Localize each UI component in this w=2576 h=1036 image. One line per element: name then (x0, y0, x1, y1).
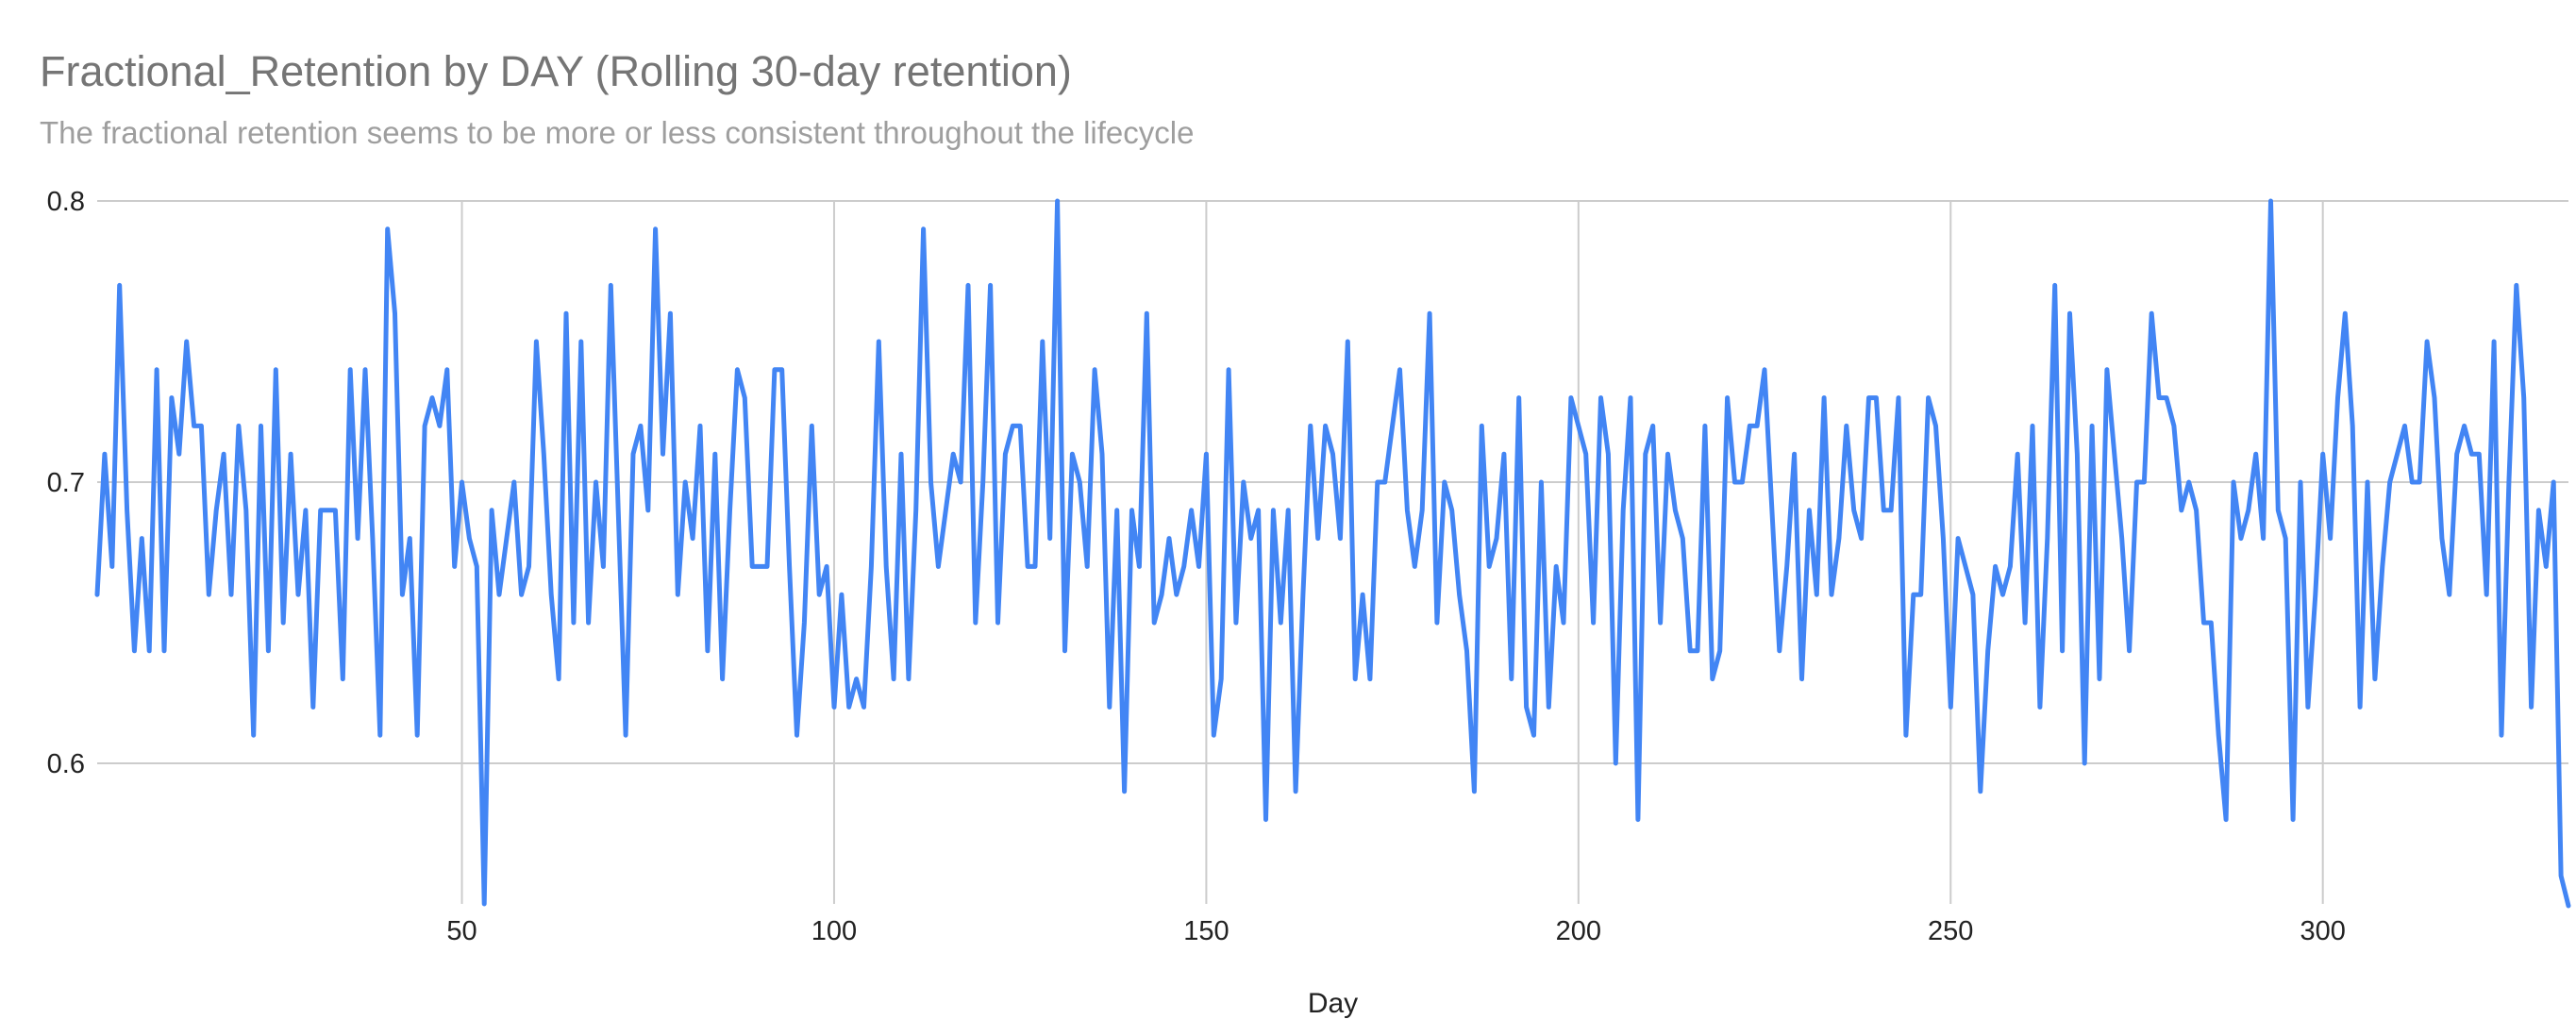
x-tick-label: 250 (1928, 916, 1973, 946)
x-tick-label: 100 (811, 916, 857, 946)
x-tick-label: 150 (1183, 916, 1229, 946)
vertical-gridlines (460, 201, 2324, 904)
series-layer (94, 198, 2571, 909)
y-tick-label: 0.8 (47, 187, 85, 217)
chart-subtitle: The fractional retention seems to be mor… (40, 115, 1195, 150)
y-tick-label: 0.6 (47, 749, 85, 779)
x-axis-title: Day (1308, 988, 1358, 1019)
x-tick-label: 50 (446, 916, 477, 946)
x-axis-ticks: 50 100 150 200 250 300 (446, 916, 2345, 946)
y-axis-ticks: 0.6 0.7 0.8 (47, 187, 85, 779)
series-line (94, 198, 2571, 909)
chart-title: Fractional_Retention by DAY (Rolling 30-… (40, 47, 1072, 95)
horizontal-gridlines (97, 200, 2568, 764)
x-tick-label: 200 (1556, 916, 1601, 946)
x-tick-label: 300 (2300, 916, 2345, 946)
y-tick-label: 0.7 (47, 468, 85, 498)
